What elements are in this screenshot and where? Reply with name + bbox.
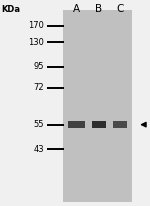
Text: B: B xyxy=(95,4,102,14)
Bar xyxy=(113,121,127,128)
Text: 95: 95 xyxy=(34,62,44,71)
Text: C: C xyxy=(116,4,124,14)
Bar xyxy=(92,121,106,128)
Text: KDa: KDa xyxy=(2,5,21,14)
Text: 55: 55 xyxy=(34,120,44,129)
Text: 170: 170 xyxy=(28,21,44,30)
Text: A: A xyxy=(73,4,80,14)
Bar xyxy=(68,121,86,128)
Text: 43: 43 xyxy=(34,145,44,154)
Text: 130: 130 xyxy=(28,38,44,47)
Text: 72: 72 xyxy=(34,83,44,92)
Bar xyxy=(63,10,132,202)
